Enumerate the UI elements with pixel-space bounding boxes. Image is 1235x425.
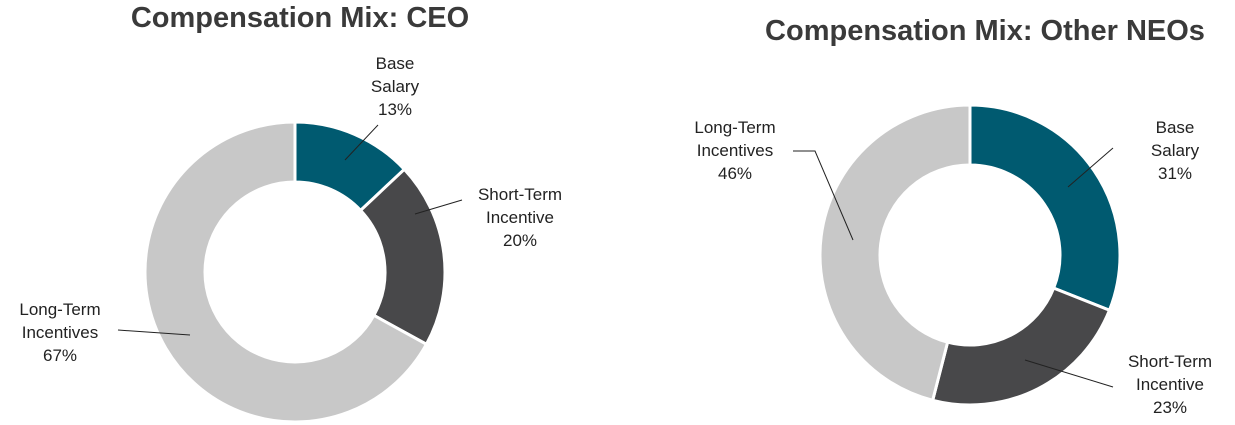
donut-slice xyxy=(930,286,1112,407)
donut-slice xyxy=(818,103,972,403)
value-label: 67% xyxy=(42,346,78,365)
slice-label: Short-Term Incentive 20% xyxy=(465,183,575,252)
leader-line xyxy=(1067,147,1114,188)
category-label: Long-Term Incentives xyxy=(694,118,776,160)
leader-line xyxy=(344,124,379,161)
slice-label: Long-Term Incentives 46% xyxy=(680,116,790,185)
chart-title: Compensation Mix: CEO xyxy=(130,2,470,34)
chart-title: Compensation Mix: Other NEOs xyxy=(765,15,1205,47)
value-label: 23% xyxy=(1152,398,1188,417)
slice-label: Short-Term Incentive 23% xyxy=(1115,350,1225,419)
value-label: 46% xyxy=(717,164,753,183)
leader-line xyxy=(1024,359,1114,388)
category-label: Base Salary xyxy=(1150,118,1200,160)
value-label: 20% xyxy=(502,231,538,250)
slice-label: Base Salary 31% xyxy=(1145,116,1205,185)
donut-slice xyxy=(143,120,429,424)
donut-slice xyxy=(968,103,1122,313)
slice-label: Base Salary 13% xyxy=(365,52,425,121)
leader-line xyxy=(117,329,191,336)
category-label: Short-Term Incentive xyxy=(1127,352,1213,394)
leader-line xyxy=(793,150,854,241)
category-label: Short-Term Incentive xyxy=(477,185,563,227)
leader-line xyxy=(414,199,463,215)
category-label: Base Salary xyxy=(370,54,420,96)
value-label: 31% xyxy=(1157,164,1193,183)
value-label: 13% xyxy=(377,100,413,119)
slice-label: Long-Term Incentives 67% xyxy=(5,298,115,367)
category-label: Long-Term Incentives xyxy=(19,300,101,342)
